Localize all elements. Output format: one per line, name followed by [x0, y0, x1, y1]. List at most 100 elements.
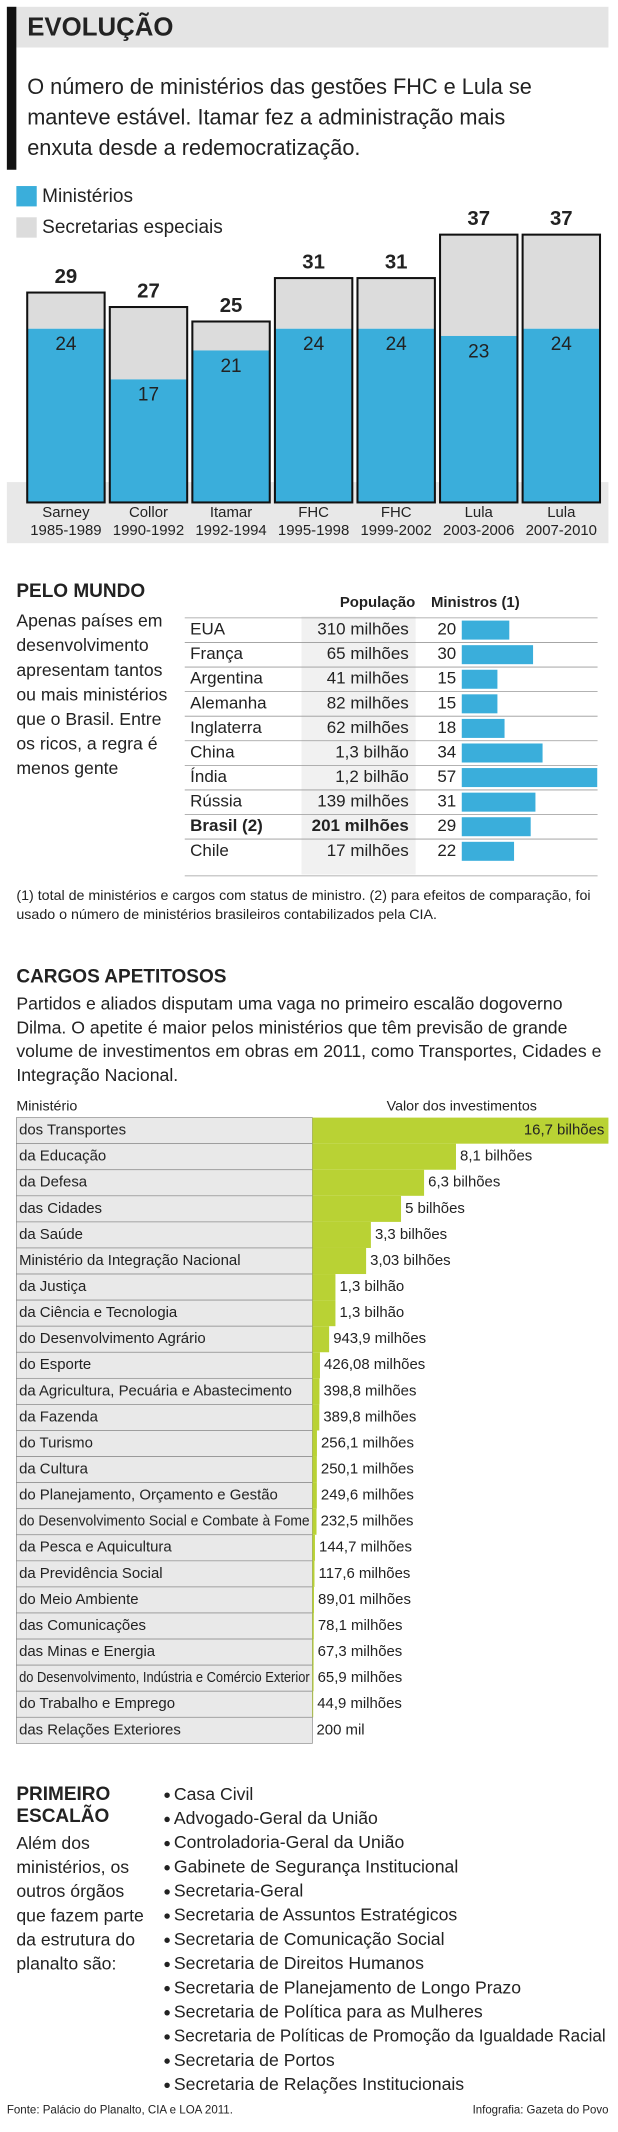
ministerio: da Saúde [19, 1226, 83, 1243]
intro-text: Integração Nacional. [16, 1065, 178, 1085]
list-item: Secretaria de Política para as Mulheres [174, 2001, 483, 2021]
value-label: 67,3 milhões [318, 1643, 403, 1660]
bar-ministerios [192, 350, 270, 503]
side-text: os ricos, a regra é [16, 733, 157, 753]
section-title: PRIMEIRO [16, 1784, 110, 1805]
value-label: 117,6 milhões [319, 1565, 411, 1582]
source: Fonte: Palácio do Planalto, CIA e LOA 20… [7, 2104, 233, 2116]
row-band [16, 1482, 313, 1510]
country: Rússia [190, 792, 242, 811]
value-label: 44,9 milhões [317, 1695, 402, 1712]
bullet [164, 1985, 170, 1992]
legend-swatch [16, 186, 37, 207]
ministerio: da Fazenda [19, 1408, 99, 1425]
bar [312, 1691, 314, 1718]
ministerio: dos Transportes [19, 1122, 126, 1139]
category-name: Itamar [210, 504, 252, 521]
bar [461, 645, 534, 665]
bar [312, 1378, 320, 1405]
bullet [164, 2034, 170, 2040]
bar [312, 1404, 320, 1431]
country: Índia [190, 767, 227, 786]
value-label: 8,1 bilhões [460, 1148, 532, 1165]
legend-swatch [16, 217, 37, 238]
population: 17 milhões [327, 841, 409, 860]
col-header: População [340, 594, 415, 611]
bullet [164, 2082, 170, 2089]
bar-outline [356, 277, 436, 504]
ministros: 15 [437, 693, 456, 712]
bar-outline [439, 233, 519, 504]
value-label: 389,8 milhões [323, 1408, 416, 1425]
accent-bar [6, 6, 17, 170]
ministerio: da Cultura [19, 1461, 89, 1478]
bullet [164, 1840, 170, 1847]
population: 1,2 bilhão [335, 767, 409, 786]
bar-secretarias [440, 234, 518, 336]
row-band [16, 1169, 313, 1197]
bar [312, 1534, 315, 1561]
row-band [16, 1456, 313, 1483]
category-name: Lula [547, 504, 576, 521]
section-title: PELO MUNDO [16, 581, 145, 602]
population: 82 milhões [327, 693, 409, 712]
bullet [164, 1937, 170, 1943]
bar-secretarias [274, 278, 353, 329]
bar [461, 792, 536, 812]
bar [312, 1300, 336, 1327]
ministros: 20 [437, 620, 456, 639]
bullet [164, 1792, 170, 1798]
ministerio: da Ciência e Tecnologia [19, 1304, 178, 1321]
side-text: que fazem parte [16, 1905, 144, 1925]
ministerio: da Pesca e Aquicultura [19, 1539, 172, 1556]
ministerio: do Meio Ambiente [19, 1591, 138, 1608]
side-text: Além dos [16, 1833, 90, 1853]
list-item: Casa Civil [174, 1784, 253, 1804]
bar-outline [273, 277, 354, 504]
row-band [16, 1377, 313, 1405]
bar [312, 1586, 314, 1613]
bar [312, 1247, 367, 1275]
ministerio: do Desenvolvimento Social e Combate à Fo… [19, 1513, 310, 1530]
bar [461, 817, 531, 837]
total-label: 25 [220, 295, 243, 317]
value-label: 65,9 milhões [318, 1669, 403, 1686]
population: 65 milhões [327, 644, 409, 663]
ministerios-label: 24 [303, 334, 325, 355]
ministerio: da Justiça [19, 1278, 87, 1295]
ministros: 15 [437, 669, 456, 688]
bar [312, 1274, 336, 1301]
value-label: 5 bilhões [405, 1200, 465, 1217]
bar [461, 669, 498, 689]
country: França [190, 644, 243, 663]
row-band [16, 1586, 313, 1614]
side-text: planalto são: [16, 1954, 116, 1974]
country: Brasil (2) [190, 816, 263, 835]
ministros: 18 [437, 718, 456, 737]
population: 310 milhões [317, 620, 409, 639]
list-item: Secretaria de Comunicação Social [174, 1929, 445, 1949]
ministerios-label: 24 [55, 334, 77, 355]
ministerios-label: 24 [551, 334, 573, 355]
row-band [16, 1247, 313, 1275]
intro-text: volume de investimentos em obras em 2011… [16, 1041, 601, 1061]
row-band [16, 1299, 313, 1327]
row-band [16, 1143, 313, 1171]
ministerio: do Desenvolvimento Agrário [19, 1330, 206, 1347]
intro-text: manteve estável. Itamar fez a administra… [27, 105, 505, 130]
category-period: 1985-1989 [30, 522, 101, 539]
ministerio: das Minas e Energia [19, 1643, 156, 1660]
country: Chile [190, 841, 229, 860]
bar-secretarias [27, 292, 105, 329]
value-label: 144,7 milhões [319, 1539, 412, 1556]
list-item: Secretaria de Assuntos Estratégicos [174, 1905, 458, 1925]
total-label: 37 [550, 208, 573, 230]
bar-outline [521, 233, 602, 504]
side-text: apresentam tantos [16, 660, 162, 680]
bar [312, 1221, 371, 1248]
col-header: Valor dos investimentos [387, 1099, 537, 1115]
population: 62 milhões [327, 718, 409, 737]
list-item: Secretaria de Políticas de Promoção da I… [174, 2026, 606, 2046]
bar-ministerios [440, 335, 518, 503]
